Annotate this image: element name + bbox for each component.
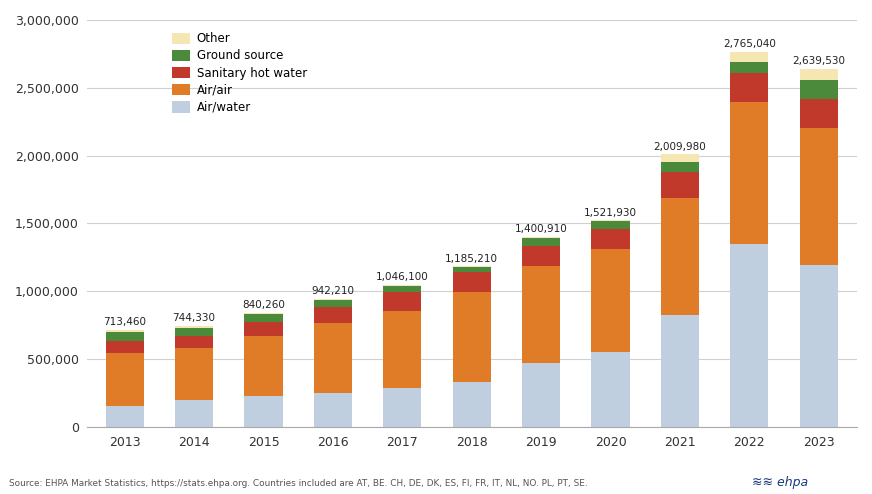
Bar	[800, 69, 838, 81]
Text: 1,400,910: 1,400,910	[514, 224, 568, 234]
Bar	[384, 285, 421, 286]
Bar	[731, 245, 768, 427]
Bar	[800, 128, 838, 265]
Bar	[800, 81, 838, 99]
Bar	[244, 322, 283, 336]
Bar	[453, 292, 491, 382]
Bar	[453, 266, 491, 267]
Bar	[244, 314, 283, 322]
Bar	[314, 300, 352, 307]
Bar	[731, 52, 768, 62]
Bar	[106, 341, 144, 353]
Bar	[661, 172, 699, 198]
Bar	[384, 311, 421, 388]
Text: 2,009,980: 2,009,980	[654, 142, 706, 152]
Text: 744,330: 744,330	[173, 313, 215, 323]
Bar	[731, 102, 768, 245]
Bar	[661, 154, 699, 162]
Text: 713,460: 713,460	[103, 318, 146, 328]
Bar	[384, 292, 421, 311]
Bar	[244, 396, 283, 427]
Bar	[314, 299, 352, 300]
Bar	[453, 272, 491, 292]
Bar	[175, 401, 213, 427]
Text: 1,521,930: 1,521,930	[584, 208, 637, 218]
Bar	[106, 353, 144, 406]
Bar	[800, 265, 838, 427]
Bar	[175, 336, 213, 348]
Bar	[591, 220, 630, 221]
Bar	[106, 331, 144, 341]
Bar	[591, 229, 630, 249]
Bar	[314, 324, 352, 393]
Legend: Other, Ground source, Sanitary hot water, Air/air, Air/water: Other, Ground source, Sanitary hot water…	[169, 30, 310, 116]
Bar	[800, 99, 838, 128]
Bar	[731, 73, 768, 102]
Bar	[106, 406, 144, 427]
Bar	[661, 316, 699, 427]
Text: 840,260: 840,260	[242, 300, 285, 310]
Bar	[522, 246, 560, 266]
Bar	[244, 336, 283, 396]
Bar	[384, 388, 421, 427]
Bar	[591, 352, 630, 427]
Bar	[661, 162, 699, 172]
Bar	[522, 266, 560, 363]
Text: 2,765,040: 2,765,040	[723, 40, 776, 49]
Bar	[175, 328, 213, 336]
Bar	[522, 237, 560, 238]
Text: ≋≋ ehpa: ≋≋ ehpa	[753, 476, 808, 489]
Text: Source: EHPA Market Statistics, https://stats.ehpa.org. Countries included are A: Source: EHPA Market Statistics, https://…	[9, 479, 588, 488]
Bar	[244, 313, 283, 314]
Bar	[314, 307, 352, 324]
Text: 1,185,210: 1,185,210	[446, 253, 498, 263]
Bar	[314, 393, 352, 427]
Bar	[591, 221, 630, 229]
Text: 942,210: 942,210	[311, 287, 354, 296]
Bar	[731, 62, 768, 73]
Bar	[522, 238, 560, 246]
Bar	[591, 249, 630, 352]
Text: 1,046,100: 1,046,100	[376, 272, 429, 283]
Bar	[175, 326, 213, 328]
Bar	[453, 267, 491, 272]
Bar	[453, 382, 491, 427]
Bar	[106, 330, 144, 331]
Bar	[522, 363, 560, 427]
Bar	[384, 286, 421, 292]
Text: 2,639,530: 2,639,530	[793, 56, 845, 66]
Bar	[661, 198, 699, 316]
Bar	[175, 348, 213, 401]
